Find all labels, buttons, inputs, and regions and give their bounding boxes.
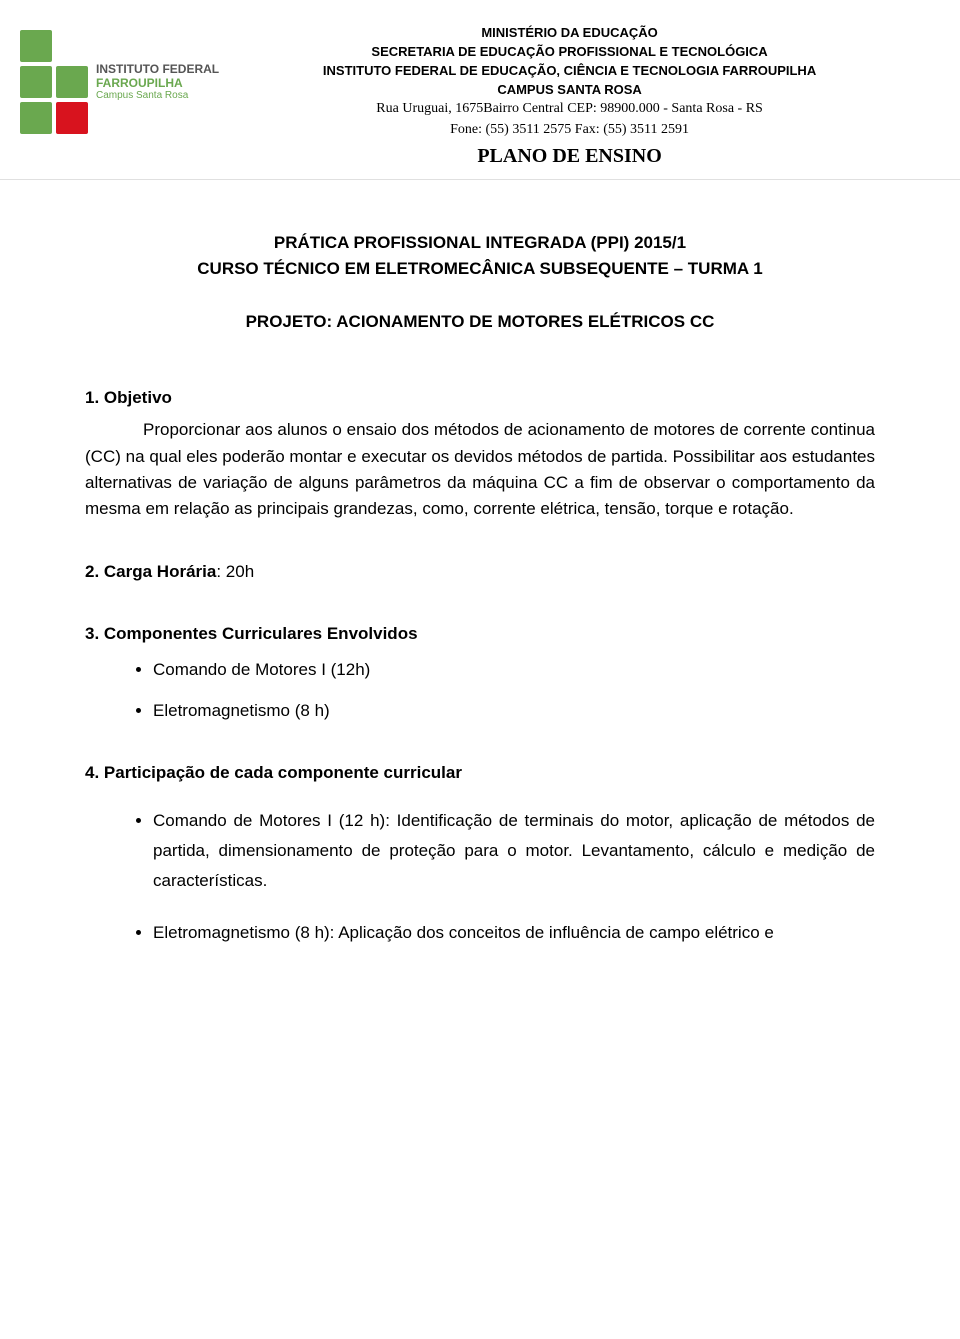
logo-sq	[56, 30, 88, 62]
sec4-list: Comando de Motores I (12 h): Identificaç…	[85, 806, 875, 947]
logo-sq	[20, 66, 52, 98]
title-line2: CURSO TÉCNICO EM ELETROMECÂNICA SUBSEQUE…	[85, 256, 875, 282]
logo-sq	[56, 66, 88, 98]
sec2-value: : 20h	[216, 562, 254, 581]
title-line1: PRÁTICA PROFISSIONAL INTEGRADA (PPI) 201…	[85, 230, 875, 256]
header: INSTITUTO FEDERAL FARROUPILHA Campus San…	[0, 0, 960, 180]
sec3-list: Comando de Motores I (12h) Eletromagneti…	[85, 657, 875, 724]
header-plano: PLANO DE ENSINO	[223, 142, 916, 171]
logo-line2: FARROUPILHA	[96, 76, 219, 90]
header-center: MINISTÉRIO DA EDUCAÇÃO SECRETARIA DE EDU…	[219, 24, 920, 171]
content: PRÁTICA PROFISSIONAL INTEGRADA (PPI) 201…	[0, 180, 960, 1009]
sec1-heading: 1. Objetivo	[85, 385, 875, 411]
sec1-body-text: Proporcionar aos alunos o ensaio dos mét…	[85, 420, 875, 518]
sec2-label: 2. Carga Horária	[85, 562, 216, 581]
logo-line3: Campus Santa Rosa	[96, 90, 219, 102]
title-block: PRÁTICA PROFISSIONAL INTEGRADA (PPI) 201…	[85, 230, 875, 283]
header-l4: CAMPUS SANTA ROSA	[223, 81, 916, 100]
header-l2: SECRETARIA DE EDUCAÇÃO PROFISSIONAL E TE…	[223, 43, 916, 62]
logo-sq	[20, 30, 52, 62]
header-l5: Rua Uruguai, 1675Bairro Central CEP: 989…	[223, 99, 916, 119]
logo-sq	[56, 102, 88, 134]
logo-line1: INSTITUTO FEDERAL	[96, 62, 219, 76]
sec1-body: Proporcionar aos alunos o ensaio dos mét…	[85, 417, 875, 522]
sec2: 2. Carga Horária: 20h	[85, 559, 875, 585]
list-item: Comando de Motores I (12h)	[153, 657, 875, 683]
header-l6: Fone: (55) 3511 2575 Fax: (55) 3511 2591	[223, 120, 916, 140]
logo: INSTITUTO FEDERAL FARROUPILHA Campus San…	[20, 24, 219, 134]
list-item: Comando de Motores I (12 h): Identificaç…	[153, 806, 875, 895]
list-item: Eletromagnetismo (8 h): Aplicação dos co…	[153, 918, 875, 948]
sec4-heading: 4. Participação de cada componente curri…	[85, 760, 875, 786]
project-line: PROJETO: ACIONAMENTO DE MOTORES ELÉTRICO…	[85, 309, 875, 335]
header-l1: MINISTÉRIO DA EDUCAÇÃO	[223, 24, 916, 43]
sec3-heading: 3. Componentes Curriculares Envolvidos	[85, 621, 875, 647]
logo-squares	[20, 30, 88, 134]
logo-sq	[20, 102, 52, 134]
logo-text: INSTITUTO FEDERAL FARROUPILHA Campus San…	[96, 62, 219, 103]
header-l3: INSTITUTO FEDERAL DE EDUCAÇÃO, CIÊNCIA E…	[223, 62, 916, 81]
list-item: Eletromagnetismo (8 h)	[153, 698, 875, 724]
